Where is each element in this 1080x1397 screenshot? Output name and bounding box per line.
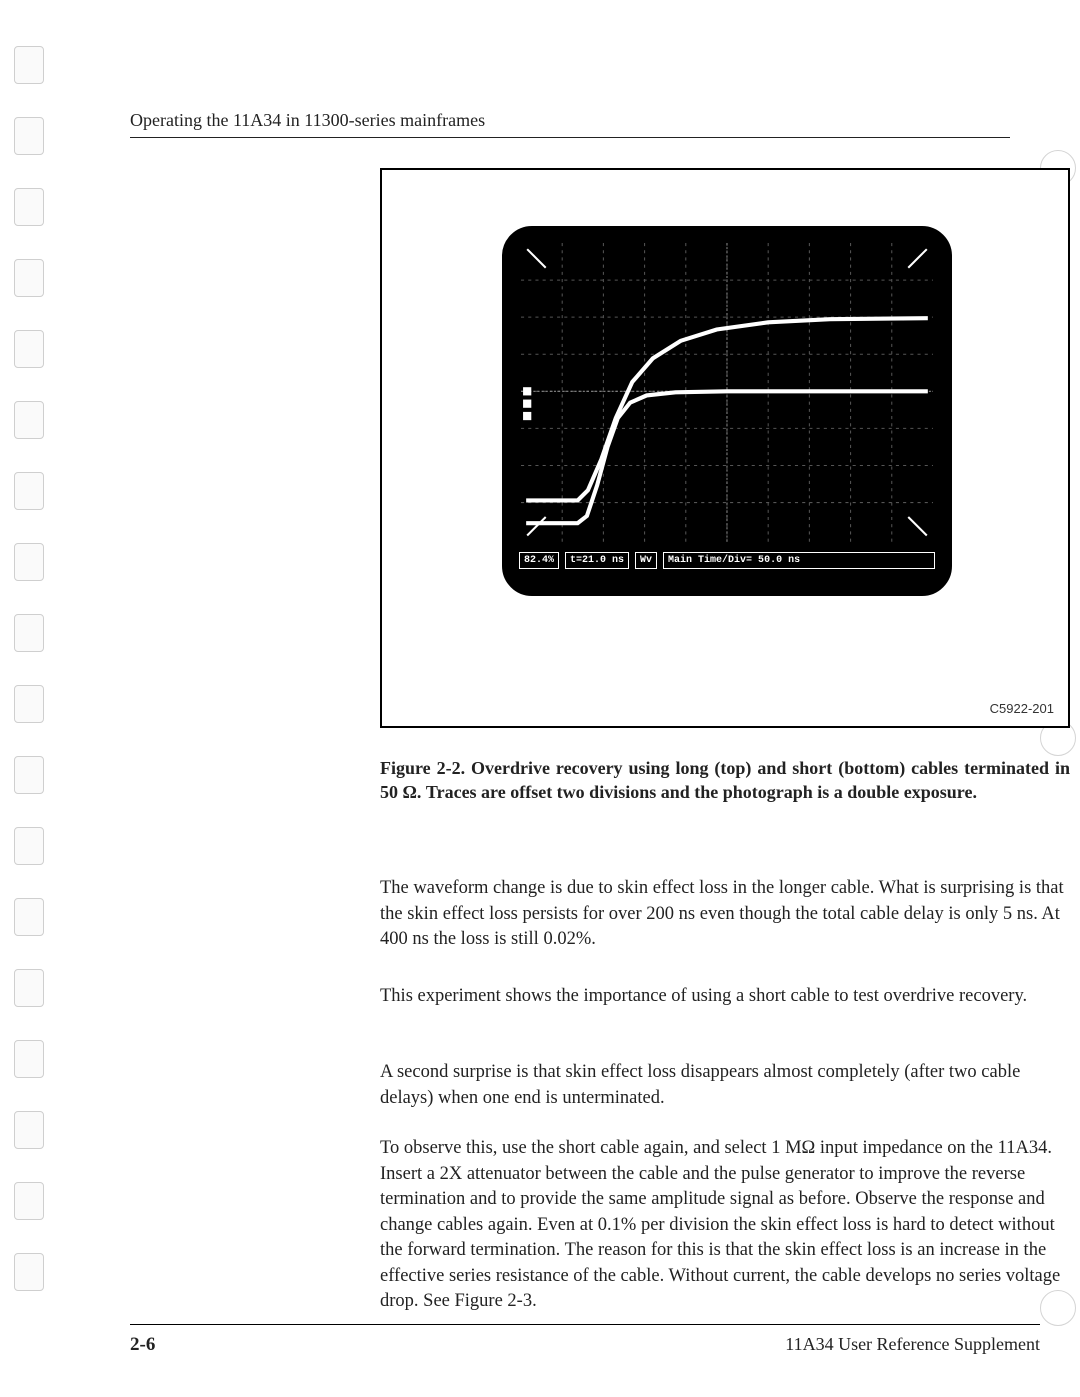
running-head: Operating the 11A34 in 11300-series main… [130,110,1010,138]
readout-item: t=21.0 ns [565,552,629,569]
hole-punch [14,969,44,1007]
figure-frame: R= 50.0 ns D= 10.0 ns Tek [380,168,1070,728]
hole-punch [14,827,44,865]
footer-title: 11A34 User Reference Supplement [785,1334,1040,1355]
hole-punch [14,401,44,439]
readout-item: Main Time/Div= 50.0 ns [663,552,935,569]
readout-item: Wv [635,552,657,569]
hole-punch [14,1111,44,1149]
hole-punch [14,898,44,936]
hole-punch [14,259,44,297]
figure-caption: Figure 2-2. Overdrive recovery using lon… [380,756,1070,805]
hole-punch [14,1040,44,1078]
body-paragraph: This experiment shows the importance of … [380,984,1070,1010]
hole-punch [14,46,44,84]
hole-punch [14,330,44,368]
page: Operating the 11A34 in 11300-series main… [0,0,1080,1397]
hole-punch [14,756,44,794]
body-paragraph: To observe this, use the short cable aga… [380,1136,1070,1315]
scope-bottom-readout: 82.4% t=21.0 ns Wv Main Time/Div= 50.0 n… [519,539,935,581]
hole-punch [14,188,44,226]
hole-punch [14,472,44,510]
hole-punch [14,1182,44,1220]
body-paragraph: A second surprise is that skin effect lo… [380,1060,1070,1111]
body-paragraph: The waveform change is due to skin effec… [380,876,1070,953]
readout-item: 82.4% [519,552,559,569]
hole-punch [14,543,44,581]
hole-punch [14,117,44,155]
hole-punch-column [14,46,56,1291]
hole-punch [14,1253,44,1291]
page-number: 2-6 [130,1334,155,1356]
hole-punch [14,685,44,723]
footer-rule [130,1324,1040,1325]
hole-punch [14,614,44,652]
oscilloscope-screen: R= 50.0 ns D= 10.0 ns Tek [502,226,952,596]
scope-svg [521,243,933,542]
figure-id-label: C5922-201 [990,701,1054,716]
scope-grid-area [521,243,933,533]
